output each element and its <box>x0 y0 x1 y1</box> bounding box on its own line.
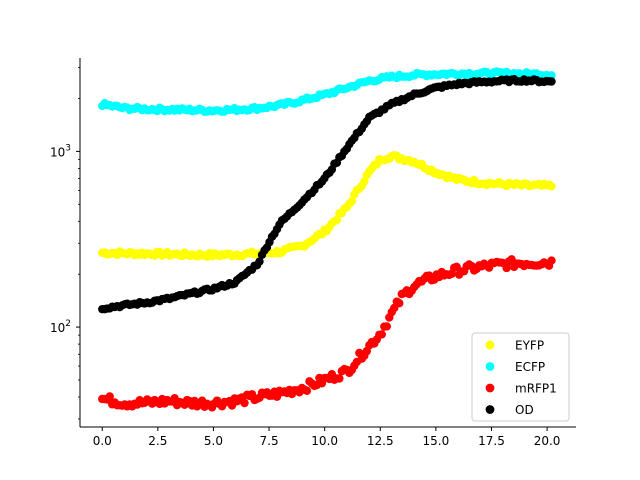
legend-marker-od <box>485 405 495 414</box>
series-mrfp1 <box>98 255 556 412</box>
x-tick-label: 10.0 <box>311 434 338 448</box>
data-point <box>240 398 249 408</box>
legend-label-eyfp: EYFP <box>515 339 544 353</box>
series-layer <box>98 67 556 412</box>
data-point <box>547 256 556 265</box>
legend-box <box>471 332 570 422</box>
data-point <box>547 77 556 86</box>
data-point <box>502 263 511 273</box>
data-point <box>332 215 342 225</box>
series-ecfp <box>98 67 556 116</box>
legend-label-od: OD <box>515 403 534 417</box>
series-od <box>98 75 556 314</box>
legend: EYFP ECFP mRFP1 OD <box>471 332 570 422</box>
legend-marker-eyfp <box>485 340 495 350</box>
x-tick-label: 7.5 <box>260 434 279 448</box>
x-tick-label: 5.0 <box>204 434 223 448</box>
legend-label-ecfp: ECFP <box>515 360 545 374</box>
data-point <box>395 299 404 308</box>
axes: 0.0 2.5 5.0 7.5 10.0 12.5 15.0 17.5 20.0 102 103 <box>50 58 576 448</box>
x-tick-label: 17.5 <box>478 434 505 448</box>
data-point <box>255 257 264 266</box>
x-tick-label: 0.0 <box>93 434 112 448</box>
data-point <box>302 386 312 395</box>
legend-label-mrfp1: mRFP1 <box>515 382 557 396</box>
y-tick-label: 102 <box>50 319 71 335</box>
x-tick-label: 15.0 <box>423 434 450 448</box>
x-tick-label: 2.5 <box>148 434 167 448</box>
data-point <box>547 182 556 191</box>
legend-marker-ecfp <box>485 362 495 371</box>
data-point <box>335 374 344 383</box>
data-point <box>382 322 391 331</box>
legend-marker-mrfp1 <box>485 383 495 393</box>
y-tick-label: 103 <box>50 143 71 159</box>
series-eyfp <box>98 151 556 261</box>
x-tick-label: 12.5 <box>367 434 394 448</box>
data-point <box>347 196 357 206</box>
data-point <box>105 392 114 401</box>
x-tick-label: 20.0 <box>534 434 561 448</box>
data-point <box>377 330 386 339</box>
